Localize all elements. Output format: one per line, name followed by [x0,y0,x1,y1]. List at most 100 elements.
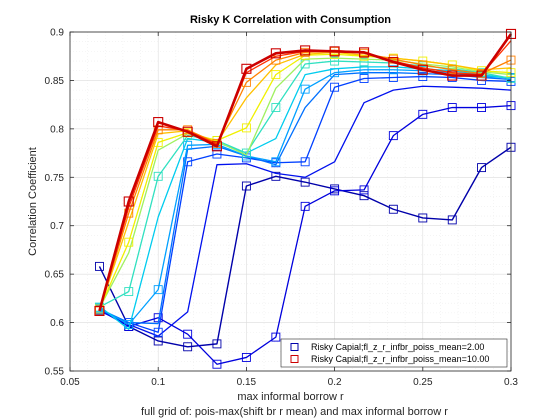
data-point [418,109,428,119]
data-point [270,48,281,59]
data-point [388,204,398,214]
data-point [271,332,281,342]
data-point [418,213,428,223]
y-axis-label: Correlation Coefficient [27,147,39,256]
legend-box [280,338,508,368]
series-6 [99,66,512,331]
data-point [271,171,281,181]
data-point [124,237,134,247]
data-point [329,46,340,57]
data-point [447,103,457,112]
series-line [98,33,513,312]
data-point [476,70,487,81]
data-point [359,47,370,58]
axes-box [69,31,512,372]
data-point [153,327,163,337]
data-point [359,191,369,201]
legend-marker-mean-2 [290,343,299,351]
legend: Risky Capial;fl_z_r_infbr_poiss_mean=2.0… [280,338,508,368]
data-point [124,287,134,297]
data-point [300,177,310,187]
series-line [99,85,512,337]
data-point [212,359,222,369]
data-point [212,339,222,349]
data-point [447,70,458,81]
data-point [241,63,252,74]
data-point [477,103,486,112]
series-line [99,60,512,308]
data-point [123,196,134,207]
x-tick-label: 0.05 [60,377,80,388]
series-8 [98,57,512,309]
series-line [99,69,512,326]
data-point [94,305,105,316]
x-tick-label: 0.25 [413,377,433,388]
legend-marker-mean-10 [290,355,299,363]
legend-label-mean-10: Risky Capial;fl_z_r_infbr_poiss_mean=10.… [311,354,489,364]
y-tick-label: 0.55 [45,367,65,378]
series-layer [94,28,517,369]
data-point [271,103,281,112]
data-point [359,57,369,67]
y-tick-label: 0.6 [50,318,64,329]
data-point [153,336,163,346]
series-line [98,50,512,312]
data-point [153,285,163,295]
y-tick-label: 0.65 [45,270,65,281]
data-point [183,342,193,352]
data-point [241,123,251,133]
data-point [388,65,398,75]
data-point [388,56,399,68]
y-tick-label: 0.7 [50,221,64,232]
data-point [330,56,340,66]
x-tick-label: 0.2 [328,377,342,388]
chart-title: Risky K Correlation with Consumption [190,14,391,26]
y-tick-label: 0.85 [45,76,65,87]
series-0 [95,142,516,352]
data-point [330,186,340,196]
legend-label-mean-2: Risky Capial;fl_z_r_infbr_poiss_mean=2.0… [311,342,484,352]
data-point [183,140,193,150]
data-point [447,215,457,225]
data-point [95,261,104,271]
data-point [359,185,369,195]
x-tick-label: 0.1 [151,377,165,388]
data-point [300,45,311,56]
data-point [271,157,281,167]
data-point [477,163,486,173]
data-point [211,141,222,152]
series-line [99,66,512,331]
series-line [98,57,512,309]
data-point [388,131,398,141]
series-line [98,51,512,311]
data-point [153,171,163,181]
data-point [182,126,193,137]
series-13 [94,28,517,316]
y-tick-label: 0.75 [45,173,65,184]
series-10 [98,51,512,311]
data-point [418,72,428,82]
data-point [417,64,428,75]
x-tick-label: 0.3 [504,377,518,388]
data-point [300,157,310,167]
x-tick-label: 0.15 [237,377,257,388]
data-point [212,149,222,159]
data-point [447,65,457,75]
figure-caption: full grid of: pois-max(shift br r mean) … [141,406,448,418]
y-tick-label: 0.8 [50,124,64,135]
ticks: 0.05 0.1 0.15 0.2 0.25 0.3 0.55 0.6 0.65 0.7 0.75 0… [45,28,519,389]
data-point [241,181,251,191]
data-point [183,329,193,339]
series-line [99,75,512,333]
data-point [300,201,310,211]
data-point [241,352,251,362]
data-point [153,117,164,128]
series-line [98,146,512,348]
x-axis-label: max informal borrow r [237,391,344,403]
series-line [99,104,512,365]
series-2 [99,85,512,337]
data-point [271,70,281,80]
data-point [359,74,369,83]
